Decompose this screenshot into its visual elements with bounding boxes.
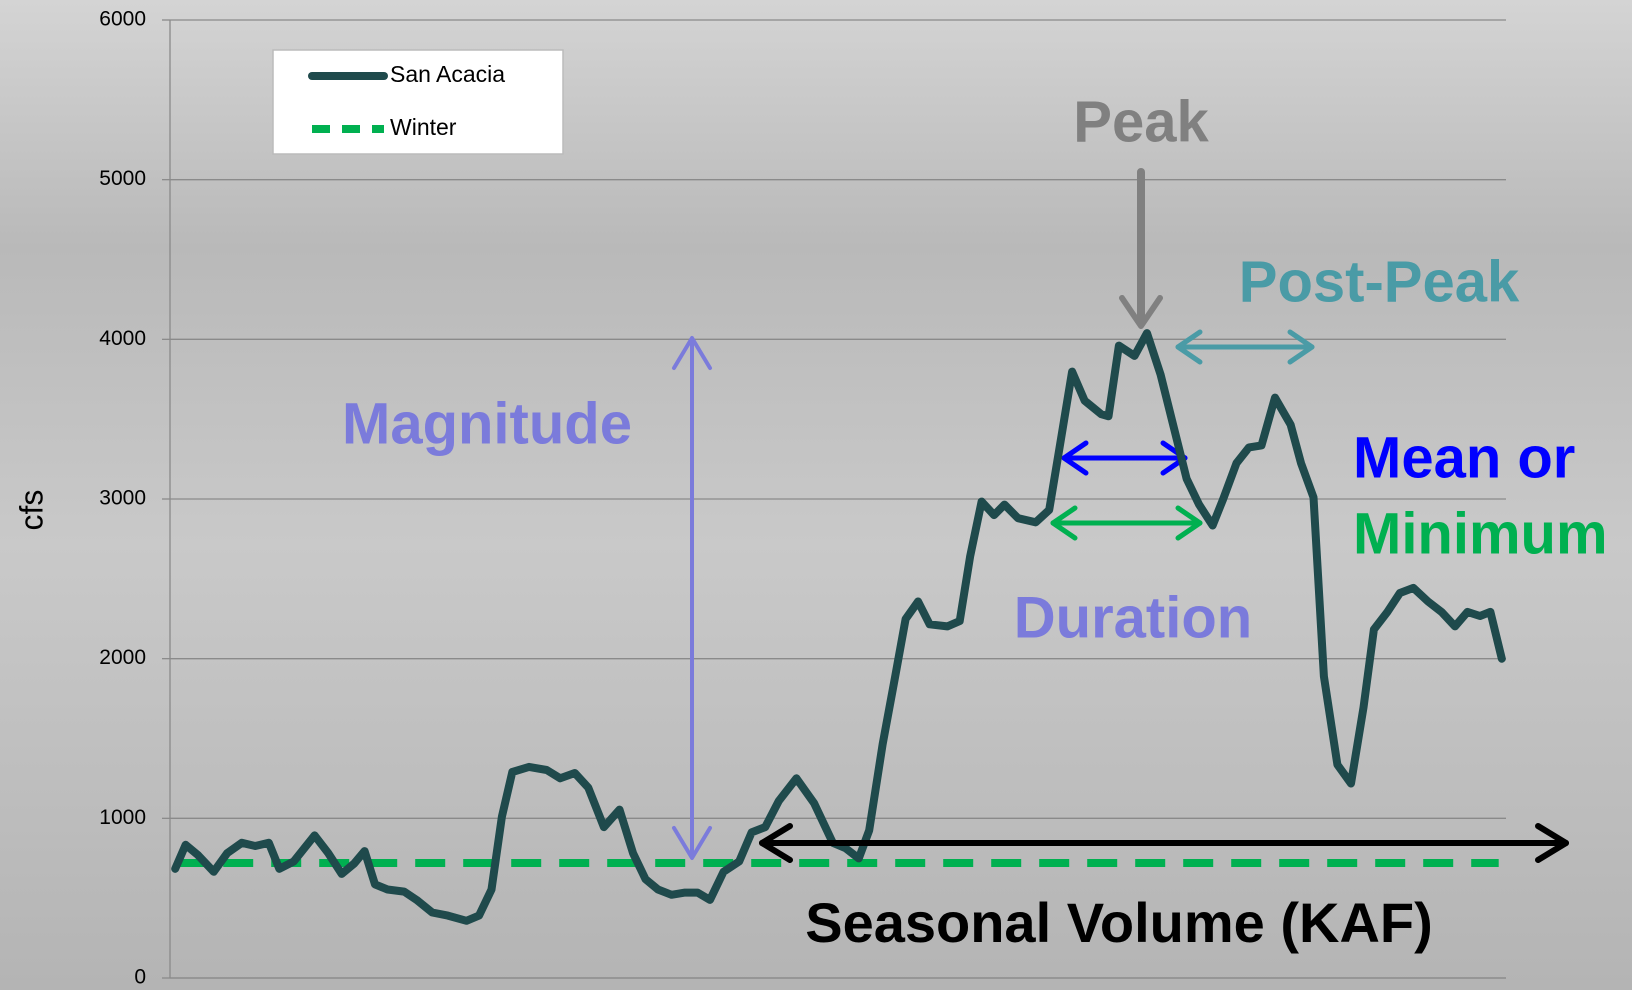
grid <box>162 19 1506 979</box>
y-tick-label: 0 <box>134 966 146 989</box>
annotation: Mean or <box>1353 425 1575 490</box>
legend-label: San Acacia <box>390 61 505 87</box>
y-tick-label: 5000 <box>99 167 146 190</box>
y-tick-label: 4000 <box>99 327 146 350</box>
annotation: Magnitude <box>342 391 632 456</box>
texts: 0 1000 2000 3000 4000 5000 6000 cfs Peak Post-Pea… <box>13 8 1607 989</box>
annotation: Seasonal Volume (KAF) <box>805 891 1433 954</box>
series-line <box>171 329 1506 925</box>
seasonal-volume-arrow <box>759 823 1569 863</box>
legend-box <box>272 49 564 155</box>
y-tick-label: 6000 <box>99 8 146 31</box>
annotation: Duration <box>1014 585 1252 650</box>
y-axis-label: cfs <box>13 490 49 531</box>
annotation: Post-Peak <box>1239 249 1520 314</box>
minimum-duration-arrow <box>1050 505 1203 541</box>
legend: San Acacia Winter <box>272 49 564 155</box>
magnitude-arrow <box>672 336 712 860</box>
plot <box>171 329 1506 925</box>
annotation: Peak <box>1073 89 1209 154</box>
y-tick-label: 2000 <box>99 646 146 669</box>
annotation: Minimum <box>1353 501 1608 566</box>
annotation-arrows <box>672 168 1315 860</box>
peak-arrow <box>1119 168 1163 329</box>
post-peak-arrow <box>1175 329 1315 365</box>
legend-label: Winter <box>390 114 457 140</box>
y-tick-label: 1000 <box>99 806 146 829</box>
y-tick-label: 3000 <box>99 487 146 510</box>
